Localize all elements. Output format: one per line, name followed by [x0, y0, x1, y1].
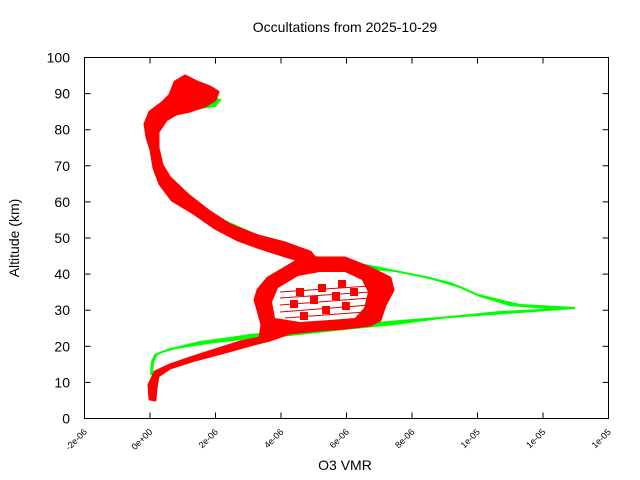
- y-tick-label: 40: [54, 266, 70, 282]
- y-tick-label: 60: [54, 194, 70, 210]
- y-tick-label: 30: [54, 302, 70, 318]
- green-profile-band: [148, 93, 576, 375]
- x-tick-label: -2e-06: [63, 427, 88, 452]
- x-tick-label: 1e-05: [590, 427, 613, 450]
- red-profile-upper: [143, 74, 317, 264]
- x-axis-label: O3 VMR: [318, 457, 372, 473]
- y-tick-label: 50: [54, 230, 70, 246]
- red-series: [143, 74, 395, 402]
- red-interior-markers: [290, 280, 358, 320]
- y-axis-label: Altitude (km): [6, 199, 22, 278]
- x-tick-label: 4e-06: [262, 427, 285, 450]
- y-tick-label: 100: [47, 50, 71, 66]
- y-tick-label: 0: [62, 411, 70, 427]
- x-tick-label: 2e-06: [197, 427, 220, 450]
- x-tick-label: 8e-06: [393, 427, 416, 450]
- x-tick-label: 1e-05: [459, 427, 482, 450]
- green-series: [148, 93, 576, 375]
- x-tick-label: 1e-05: [524, 427, 547, 450]
- x-tick-label: 6e-06: [328, 427, 351, 450]
- y-tick-label: 90: [54, 86, 70, 102]
- y-axis: 0 10 20 30 40 50 60 70 80 90 100: [47, 50, 609, 427]
- chart-title: Occultations from 2025-10-29: [253, 19, 438, 35]
- y-tick-label: 10: [54, 374, 70, 390]
- y-tick-label: 70: [54, 158, 70, 174]
- y-tick-label: 80: [54, 122, 70, 138]
- x-tick-label: 0e+00: [129, 427, 154, 452]
- y-tick-label: 20: [54, 338, 70, 354]
- x-axis: -2e-06 0e+00 2e-06 4e-06 6e-06 8e-06 1e-05 1e-0…: [63, 57, 613, 452]
